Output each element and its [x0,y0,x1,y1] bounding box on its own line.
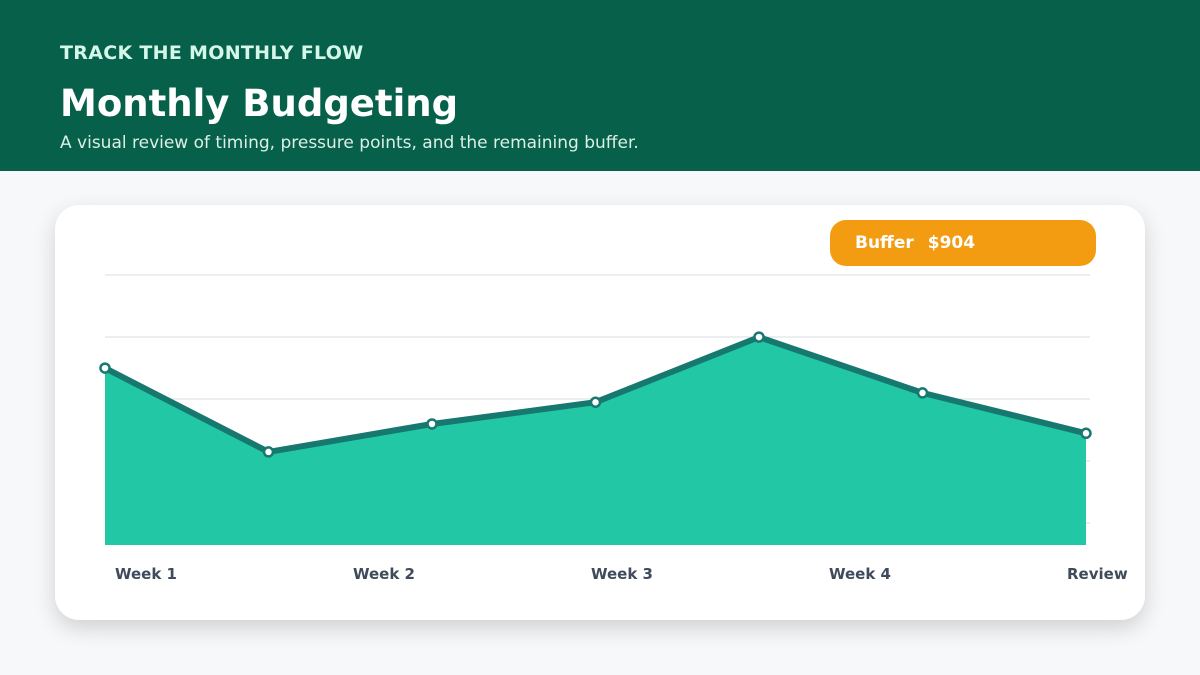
data-point [426,418,438,430]
buffer-label: Buffer [855,233,914,253]
data-point [99,362,111,374]
buffer-value: $904 [927,233,976,253]
x-axis-ticks: Week 1 Week 2 Week 3 Week 4 Review [115,565,1128,583]
data-point [262,446,275,458]
data-point [589,396,602,408]
buffer-badge: Buffer $904 [830,220,1096,266]
x-tick-label: Week 2 [353,565,415,583]
x-tick-label: Week 3 [591,565,653,583]
page-title: Monthly Budgeting [60,82,459,125]
eyebrow-text: TRACK THE MONTHLY FLOW [60,42,364,64]
page-subtitle: A visual review of timing, pressure poin… [60,133,639,153]
data-points [99,331,1092,458]
x-tick-label: Review [1067,565,1128,583]
x-tick-label: Week 1 [115,565,177,583]
header-banner: TRACK THE MONTHLY FLOW Monthly Budgeting… [0,0,1200,171]
data-point [753,331,765,343]
area-fill [105,337,1086,545]
data-point [1080,427,1092,440]
data-point [916,387,929,399]
x-tick-label: Week 4 [829,565,891,583]
